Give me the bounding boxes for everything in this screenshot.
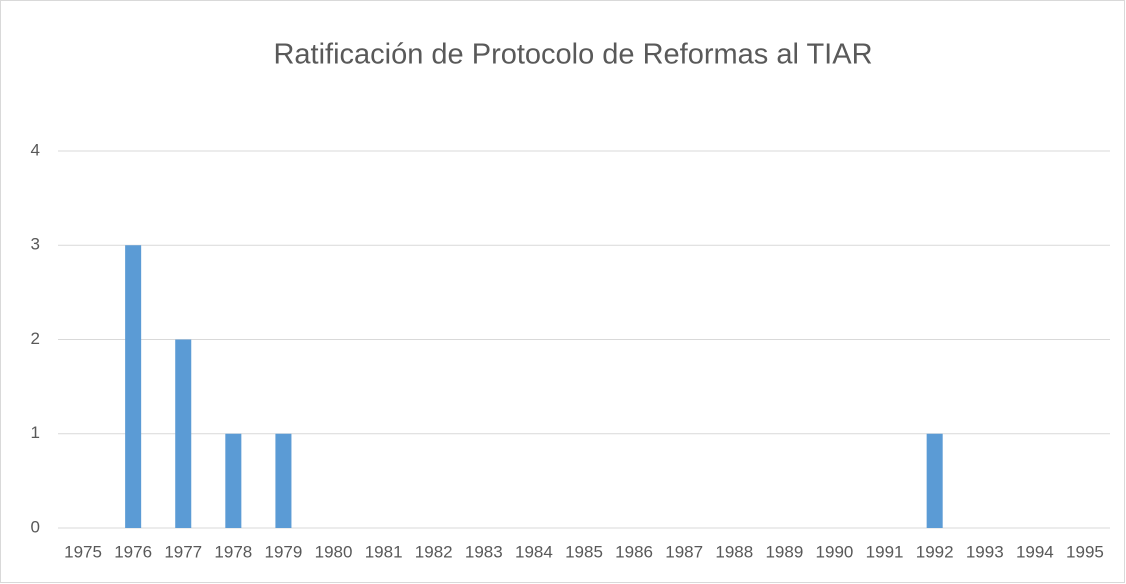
x-tick-label: 1985 <box>565 542 603 561</box>
x-tick-label: 1989 <box>765 542 803 561</box>
x-tick-label: 1990 <box>816 542 854 561</box>
x-tick-label: 1988 <box>715 542 753 561</box>
x-tick-label: 1992 <box>916 542 954 561</box>
x-tick-label: 1982 <box>415 542 453 561</box>
x-tick-label: 1987 <box>665 542 703 561</box>
x-tick-label: 1978 <box>214 542 252 561</box>
y-tick-label: 3 <box>31 235 40 254</box>
x-tick-label: 1993 <box>966 542 1004 561</box>
x-tick-label: 1983 <box>465 542 503 561</box>
x-tick-label: 1979 <box>265 542 303 561</box>
bar <box>125 245 142 528</box>
x-tick-label: 1995 <box>1066 542 1104 561</box>
bar <box>926 433 943 528</box>
chart-title: Ratificación de Protocolo de Reformas al… <box>273 39 872 71</box>
bar <box>275 433 292 528</box>
bar <box>225 433 242 528</box>
x-tick-label: 1980 <box>315 542 353 561</box>
y-tick-label: 4 <box>31 140 40 159</box>
x-tick-label: 1984 <box>515 542 553 561</box>
x-tick-label: 1976 <box>114 542 152 561</box>
bar <box>175 339 192 528</box>
y-tick-label: 2 <box>31 329 40 348</box>
x-tick-label: 1975 <box>64 542 102 561</box>
x-tick-label: 1977 <box>164 542 202 561</box>
y-tick-label: 1 <box>31 423 40 442</box>
x-tick-label: 1991 <box>866 542 904 561</box>
x-tick-label: 1986 <box>615 542 653 561</box>
x-tick-label: 1981 <box>365 542 403 561</box>
x-tick-label: 1994 <box>1016 542 1054 561</box>
y-tick-label: 0 <box>31 517 40 536</box>
